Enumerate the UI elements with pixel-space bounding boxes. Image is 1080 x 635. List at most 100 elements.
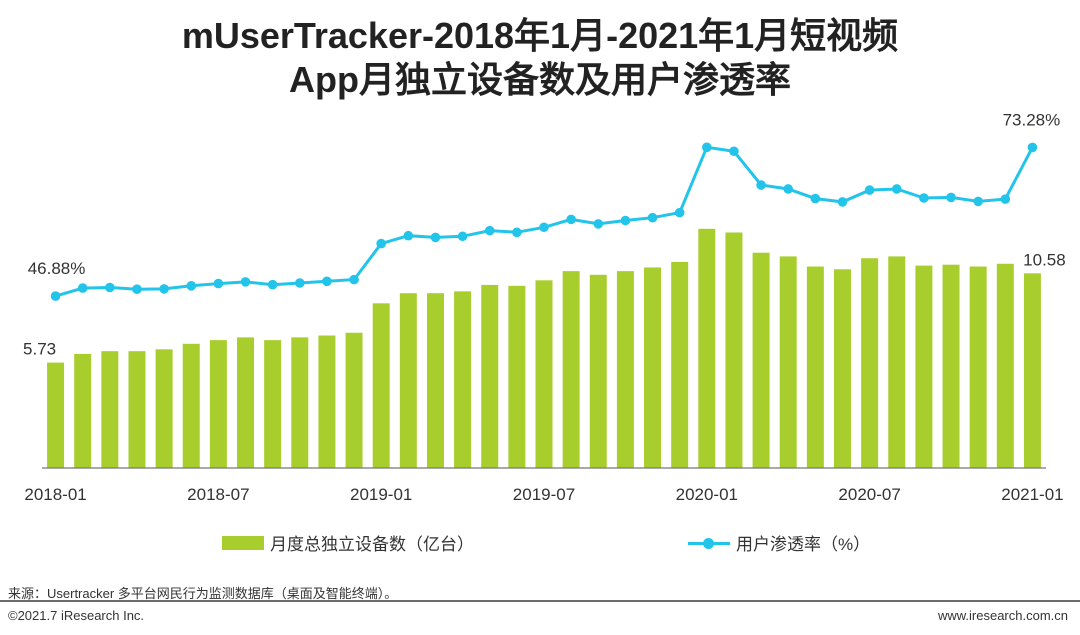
penetration-point-2020-03 [756,180,766,190]
legend: 月度总独立设备数（亿台） 用户渗透率（%） [0,530,1080,554]
legend-label-penetration: 用户渗透率（%） [736,535,871,554]
penetration-point-2020-01 [702,142,712,153]
penetration-point-2020-05 [810,193,821,204]
penetration-point-2018-02 [77,283,88,293]
bar-2018-12 [345,332,363,468]
penetration-point-2020-04 [783,184,794,194]
bar-2019-08 [562,271,580,468]
penetration-point-2019-11 [647,212,658,223]
penetration-point-2018-11 [322,276,332,287]
bar-2019-09 [589,274,607,468]
bar-2019-04 [454,291,472,468]
bar-2020-12 [996,263,1014,468]
x-tick-label-2021-01: 2021-01 [1001,485,1063,504]
penetration-point-2020-12 [1000,194,1011,204]
bar-2018-09 [264,340,282,468]
x-tick-label-2018-07: 2018-07 [187,485,249,504]
penetration-point-2019-10 [620,215,631,226]
penetration-point-2018-04 [132,284,142,294]
penetration-line [55,145,1034,298]
penetration-point-2020-07 [864,185,875,195]
bar-2018-05 [155,349,173,468]
penetration-point-2018-09 [267,279,278,290]
penetration-point-2018-01 [50,291,61,301]
bar-2018-04 [128,351,146,468]
legend-item-devices[interactable]: 月度总独立设备数（亿台） [222,530,474,555]
legend-label-devices: 月度总独立设备数（亿台） [270,535,474,554]
penetration-point-2021-01 [1027,142,1038,153]
x-tick-label-2018-01: 2018-01 [24,485,86,504]
bar-2020-11 [969,266,987,468]
penetration-point-2020-06 [837,197,848,207]
penetration-point-2019-07 [539,222,549,233]
bar-2019-02 [399,293,417,468]
penetration-point-2018-07 [213,278,224,289]
bar-2020-02 [725,232,743,468]
penetration-point-2018-10 [294,278,305,288]
penetration-point-2019-12 [674,207,685,218]
bar-2020-09 [915,265,933,468]
penetration-point-2019-01 [376,238,386,249]
x-tick-label-2020-07: 2020-07 [838,485,900,504]
bar-2020-05 [806,266,824,468]
bar-2021-01 [1023,273,1041,468]
bar-2020-01 [698,228,716,468]
combo-chart: 2018-01 2018-07 2019-01 2019-07 2020-01 2020-… [23,110,1066,504]
penetration-point-2019-09 [593,219,604,229]
bar-data-label-2021-01: 10.58 [1023,250,1066,269]
bar-2018-11 [318,335,336,468]
copyright: ©2021.7 iResearch Inc. [8,608,145,623]
penetration-point-2018-03 [105,282,115,293]
chart-title-line-2: App月独立设备数及用户渗透率 [289,59,791,100]
x-tick-label-2019-07: 2019-07 [513,485,575,504]
bar-2019-05 [481,284,499,468]
penetration-point-2019-02 [403,230,414,241]
penetration-point-2020-10 [946,192,956,203]
penetration-point-2020-11 [973,196,983,207]
penetration-point-2020-09 [919,193,929,203]
x-tick-label-2019-01: 2019-01 [350,485,412,504]
bar-2019-07 [535,280,553,468]
bar-2018-08 [237,337,255,468]
bar-2018-06 [182,343,200,468]
x-tick-label-2020-01: 2020-01 [676,485,738,504]
website-link[interactable]: www.iresearch.com.cn [937,608,1068,623]
bar-2020-03 [752,252,770,468]
bar-2019-01 [372,303,390,468]
chart-title: mUserTracker-2018年1月-2021年1月短视频 App月独立设备… [0,14,1080,102]
penetration-point-2018-05 [159,284,169,294]
penetration-point-2020-08 [891,184,902,194]
bar-2020-06 [833,269,851,468]
bar-2020-04 [779,256,797,468]
bar-2019-10 [616,271,634,468]
penetration-point-2019-06 [512,227,522,238]
penetration-point-2018-08 [240,277,251,287]
chart-title-line-1: mUserTracker-2018年1月-2021年1月短视频 [181,15,899,56]
bar-2020-08 [888,256,906,468]
bar-2019-11 [644,267,662,468]
bar-2020-10 [942,264,960,468]
penetration-point-2019-08 [566,214,576,225]
bar-2019-03 [426,293,444,468]
legend-bar-swatch [222,535,264,550]
bar-2019-06 [508,285,526,468]
penetration-point-2018-12 [349,274,359,285]
penetration-point-2018-06 [186,281,197,291]
bar-2018-07 [209,340,227,468]
footer-divider [0,600,1080,602]
legend-line-swatch [688,536,730,550]
bar-2018-01 [47,362,65,468]
penetration-point-2019-04 [457,231,468,242]
penetration-point-2019-05 [484,225,495,236]
source-note: 来源：Usertracker 多平台网民行为监测数据库（桌面及智能终端）。 [8,586,398,601]
legend-item-penetration[interactable]: 用户渗透率（%） [688,530,870,555]
penetration-point-2019-03 [430,232,441,243]
bar-2018-10 [291,337,309,468]
bar-2019-12 [671,261,689,468]
bar-2018-03 [101,351,119,468]
bar-2020-07 [861,258,879,468]
bar-2018-02 [74,353,92,468]
bar-data-label-2018-01: 5.73 [23,340,56,359]
penetration-point-2020-02 [729,146,739,157]
line-data-label-2021-01: 73.28% [1003,110,1061,129]
